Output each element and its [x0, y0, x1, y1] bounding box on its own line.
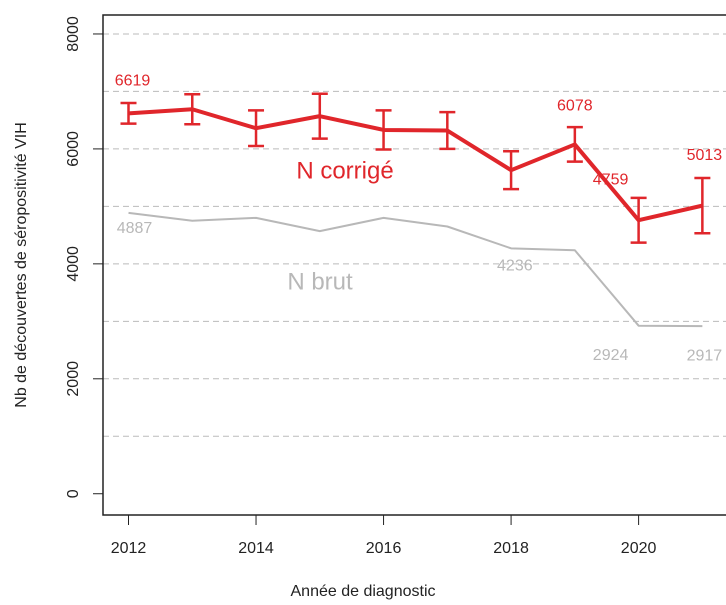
x-tick-label: 2020 — [621, 540, 657, 557]
series-line — [128, 211, 703, 328]
x-axis-label: Année de diagnostic — [291, 583, 436, 600]
plot-frame — [102, 14, 726, 516]
data-label: 6619 — [115, 73, 151, 90]
error-bar — [566, 125, 583, 163]
x-tick-label: 2018 — [493, 540, 529, 557]
error-bar — [184, 93, 201, 126]
error-bar — [630, 196, 647, 244]
y-tick-label: 4000 — [65, 246, 82, 282]
error-bar — [439, 110, 456, 151]
y-tick-label: 0 — [65, 489, 82, 498]
data-label: 4236 — [497, 258, 533, 275]
data-label: 5013 — [687, 147, 723, 164]
y-tick-label: 2000 — [65, 361, 82, 397]
data-label: 2924 — [593, 347, 629, 364]
series-line — [128, 107, 703, 223]
x-tick-label: 2012 — [111, 540, 147, 557]
series-annotation: N brut — [287, 268, 353, 295]
series-annotation: N corrigé — [296, 157, 393, 184]
y-axis-label: Nb de découvertes de séropositivité VIH — [13, 122, 30, 407]
error-bar — [375, 109, 392, 151]
data-label: 2917 — [687, 347, 723, 364]
data-label: 6078 — [557, 98, 593, 115]
y-tick-label: 8000 — [65, 16, 82, 52]
error-bar — [120, 101, 137, 125]
x-tick-label: 2014 — [238, 540, 274, 557]
error-bar — [248, 109, 265, 148]
error-bar — [503, 149, 520, 191]
data-label: 4887 — [117, 220, 153, 237]
y-tick-label: 6000 — [65, 131, 82, 167]
error-bar — [694, 176, 711, 235]
error-bar — [311, 92, 328, 140]
x-tick-label: 2016 — [366, 540, 402, 557]
data-label: 4759 — [593, 171, 629, 188]
